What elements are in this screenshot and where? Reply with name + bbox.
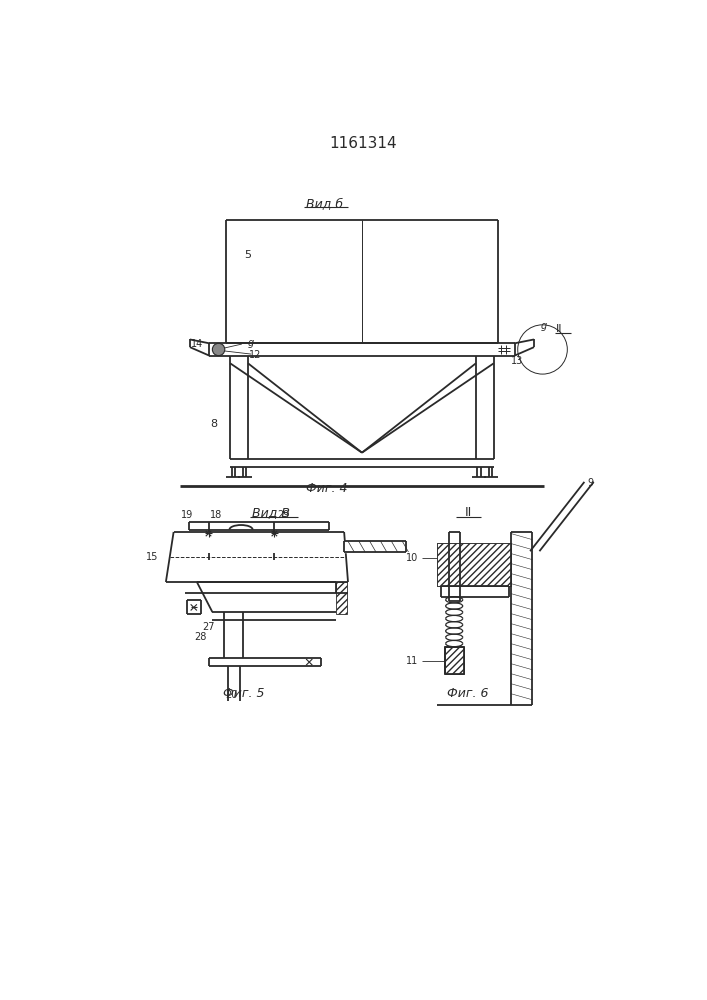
Text: 15: 15 [146,552,158,562]
Text: 13: 13 [511,356,523,366]
Text: II: II [464,506,472,519]
Text: g: g [248,338,255,348]
Text: Фиг. 4: Фиг. 4 [306,482,348,495]
Bar [445,647,464,674]
Text: Вид б: Вид б [306,197,344,210]
Polygon shape [344,541,406,552]
Text: 11: 11 [406,656,418,666]
Text: Фиг. 6: Фиг. 6 [448,687,489,700]
Text: 27: 27 [202,622,215,632]
Bar [437,543,510,586]
Text: Фиг. 5: Фиг. 5 [223,687,264,700]
Text: 12: 12 [249,350,261,360]
Text: 28: 28 [194,632,207,642]
Bar [445,647,464,674]
Text: 10: 10 [406,553,418,563]
Text: Вид В: Вид В [252,506,289,519]
Text: 19: 19 [182,510,194,520]
Text: 9: 9 [588,478,594,488]
Text: g: g [541,321,547,331]
Text: 1161314: 1161314 [329,136,397,151]
Text: II: II [556,324,563,334]
Text: 5: 5 [244,250,251,260]
Text: 18: 18 [210,510,223,520]
Text: 20: 20 [225,690,237,700]
Bar [437,543,510,586]
Text: 8: 8 [211,419,218,429]
Text: 14: 14 [191,339,203,349]
Circle shape [212,343,225,356]
Text: 29: 29 [277,510,290,520]
Bar [337,582,347,614]
